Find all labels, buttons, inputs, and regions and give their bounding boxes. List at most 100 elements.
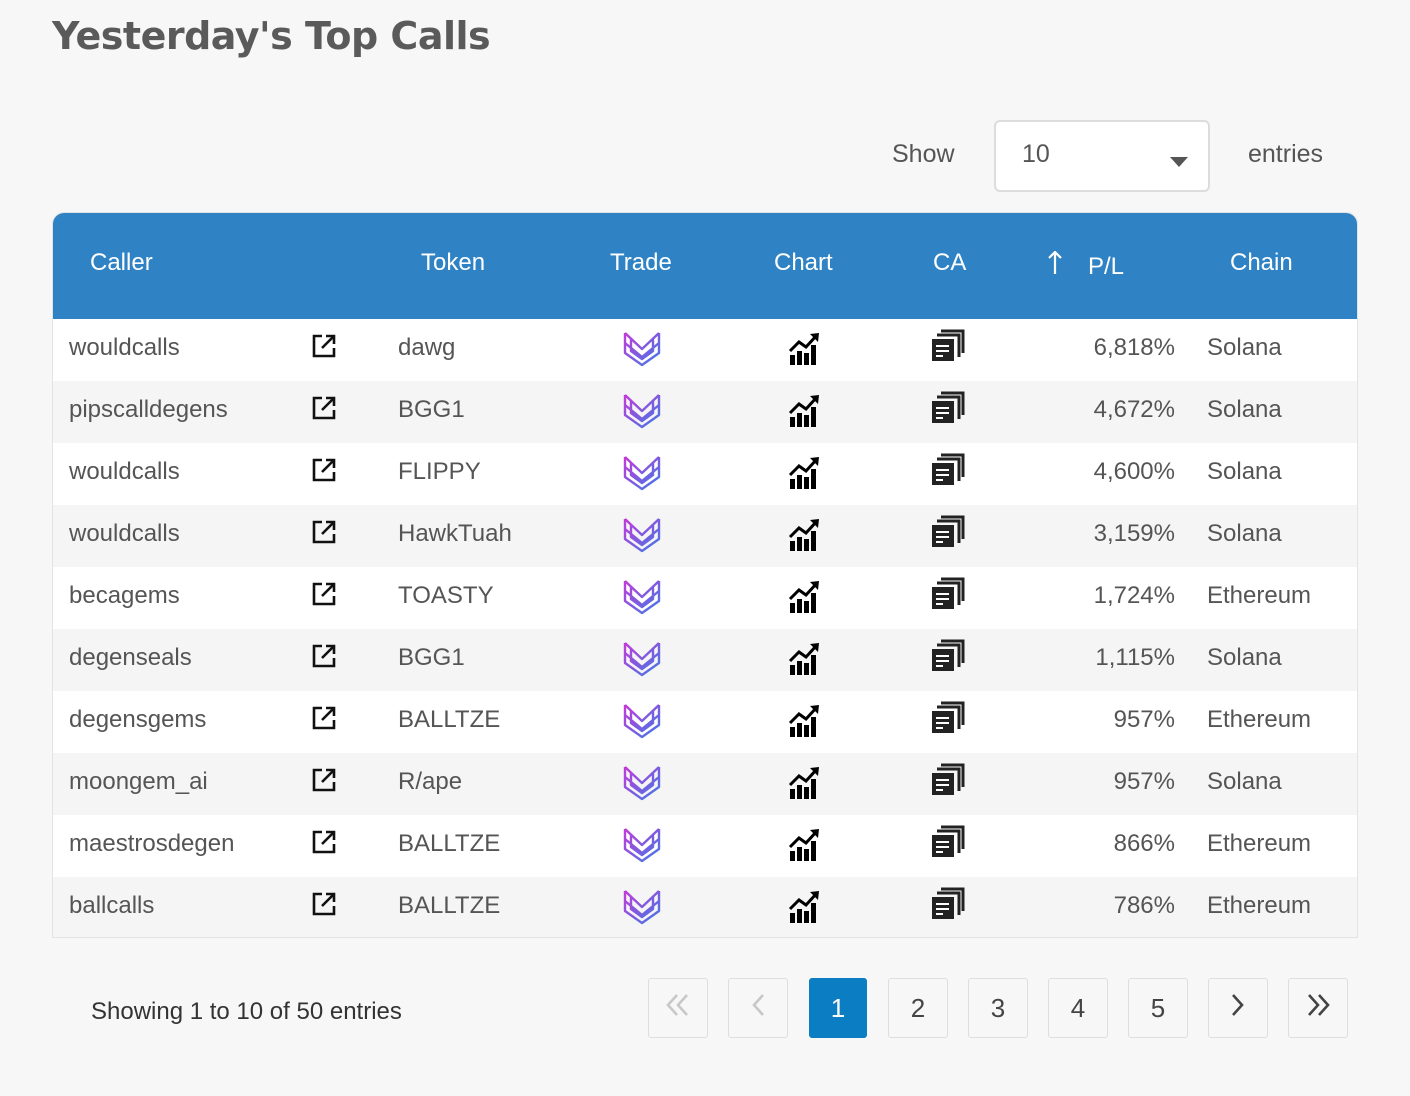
table-header: Caller Token Trade Chart CA P/L Chain [53, 213, 1357, 319]
column-header-token[interactable]: Token [421, 249, 486, 276]
trade-logo-icon[interactable] [621, 515, 663, 560]
first-page-button[interactable] [648, 978, 708, 1038]
profit-loss-value: 4,672% [1093, 396, 1175, 423]
column-header-trade[interactable]: Trade [610, 249, 672, 276]
external-link-icon[interactable] [311, 581, 337, 614]
chain-name: Ethereum [1207, 582, 1312, 609]
column-header-caller[interactable]: Caller [90, 249, 153, 276]
copy-icon[interactable] [931, 515, 965, 556]
page-button-2[interactable]: 2 [888, 978, 948, 1038]
caller-name: pipscalldegens [69, 396, 228, 423]
chart-icon[interactable] [788, 393, 822, 436]
chain-name: Solana [1207, 768, 1282, 795]
chart-icon[interactable] [788, 765, 822, 808]
last-page-button[interactable] [1288, 978, 1348, 1038]
chart-icon[interactable] [788, 331, 822, 374]
caller-name: wouldcalls [69, 520, 180, 547]
trade-logo-icon[interactable] [621, 329, 663, 374]
chart-icon[interactable] [788, 827, 822, 870]
token-name: BGG1 [398, 396, 465, 423]
external-link-icon[interactable] [311, 705, 337, 738]
double-chevron-right-icon [1305, 993, 1331, 1024]
chain-name: Ethereum [1207, 892, 1312, 919]
previous-page-button[interactable] [728, 978, 788, 1038]
external-link-icon[interactable] [311, 395, 337, 428]
table-row: moongem_ai R/ape 957% Solana [53, 753, 1357, 815]
copy-icon[interactable] [931, 577, 965, 618]
token-name: TOASTY [398, 582, 494, 609]
copy-icon[interactable] [931, 329, 965, 370]
entries-label: entries [1248, 140, 1324, 168]
table-row: ballcalls BALLTZE 786% Ethereum [53, 877, 1357, 937]
caller-name: ballcalls [69, 892, 155, 919]
profit-loss-value: 1,724% [1093, 582, 1175, 609]
page-button-5[interactable]: 5 [1128, 978, 1188, 1038]
token-name: BGG1 [398, 644, 465, 671]
page-button-4[interactable]: 4 [1048, 978, 1108, 1038]
chain-name: Solana [1207, 644, 1282, 671]
column-header-ca[interactable]: CA [933, 249, 967, 276]
token-name: FLIPPY [398, 458, 481, 485]
caller-name: moongem_ai [69, 768, 208, 795]
chart-icon[interactable] [788, 889, 822, 932]
page-button-3[interactable]: 3 [968, 978, 1028, 1038]
external-link-icon[interactable] [311, 643, 337, 676]
trade-logo-icon[interactable] [621, 391, 663, 436]
external-link-icon[interactable] [311, 519, 337, 552]
profit-loss-value: 6,818% [1093, 334, 1175, 361]
caret-down-icon [1170, 154, 1188, 172]
copy-icon[interactable] [931, 701, 965, 742]
chart-icon[interactable] [788, 703, 822, 746]
trade-logo-icon[interactable] [621, 639, 663, 684]
chart-icon[interactable] [788, 579, 822, 622]
external-link-icon[interactable] [311, 457, 337, 490]
copy-icon[interactable] [931, 453, 965, 494]
copy-icon[interactable] [931, 887, 965, 928]
caller-name: becagems [69, 582, 180, 609]
chart-icon[interactable] [788, 455, 822, 498]
next-page-button[interactable] [1208, 978, 1268, 1038]
copy-icon[interactable] [931, 825, 965, 866]
copy-icon[interactable] [931, 763, 965, 804]
profit-loss-value: 866% [1113, 830, 1175, 857]
profit-loss-value: 957% [1113, 706, 1175, 733]
trade-logo-icon[interactable] [621, 577, 663, 622]
trade-logo-icon[interactable] [621, 701, 663, 746]
chart-icon[interactable] [788, 517, 822, 560]
entries-length-control: Show 10 entries [0, 120, 1410, 192]
entries-per-page-value: 10 [1022, 140, 1050, 168]
column-header-chain[interactable]: Chain [1230, 249, 1293, 276]
profit-loss-value: 4,600% [1093, 458, 1175, 485]
pagination-info: Showing 1 to 10 of 50 entries [91, 998, 402, 1025]
token-name: R/ape [398, 768, 463, 795]
chain-name: Solana [1207, 396, 1282, 423]
table-row: wouldcalls FLIPPY 4,600% Solana [53, 443, 1357, 505]
chart-icon[interactable] [788, 641, 822, 684]
token-name: HawkTuah [398, 520, 512, 547]
external-link-icon[interactable] [311, 333, 337, 366]
page-button-1[interactable]: 1 [809, 978, 867, 1038]
trade-logo-icon[interactable] [621, 887, 663, 932]
arrow-up-icon [1048, 250, 1062, 280]
table-body: wouldcalls dawg 6,818% Solana pipscalldegens… [53, 319, 1357, 937]
token-name: BALLTZE [398, 830, 501, 857]
copy-icon[interactable] [931, 391, 965, 432]
chain-name: Ethereum [1207, 830, 1312, 857]
column-header-pl[interactable]: P/L [1088, 253, 1125, 280]
page-title: Yesterday's Top Calls [52, 14, 491, 58]
profit-loss-value: 786% [1113, 892, 1175, 919]
caller-name: degensgems [69, 706, 207, 733]
column-header-chart[interactable]: Chart [774, 249, 833, 276]
token-name: BALLTZE [398, 706, 501, 733]
external-link-icon[interactable] [311, 891, 337, 924]
copy-icon[interactable] [931, 639, 965, 680]
trade-logo-icon[interactable] [621, 763, 663, 808]
external-link-icon[interactable] [311, 829, 337, 862]
entries-per-page-select[interactable]: 10 [994, 120, 1210, 192]
external-link-icon[interactable] [311, 767, 337, 800]
trade-logo-icon[interactable] [621, 453, 663, 498]
table-row: degensgems BALLTZE 957% Ethereum [53, 691, 1357, 753]
table-row: pipscalldegens BGG1 4,672% Solana [53, 381, 1357, 443]
trade-logo-icon[interactable] [621, 825, 663, 870]
profit-loss-value: 1,115% [1095, 644, 1175, 671]
